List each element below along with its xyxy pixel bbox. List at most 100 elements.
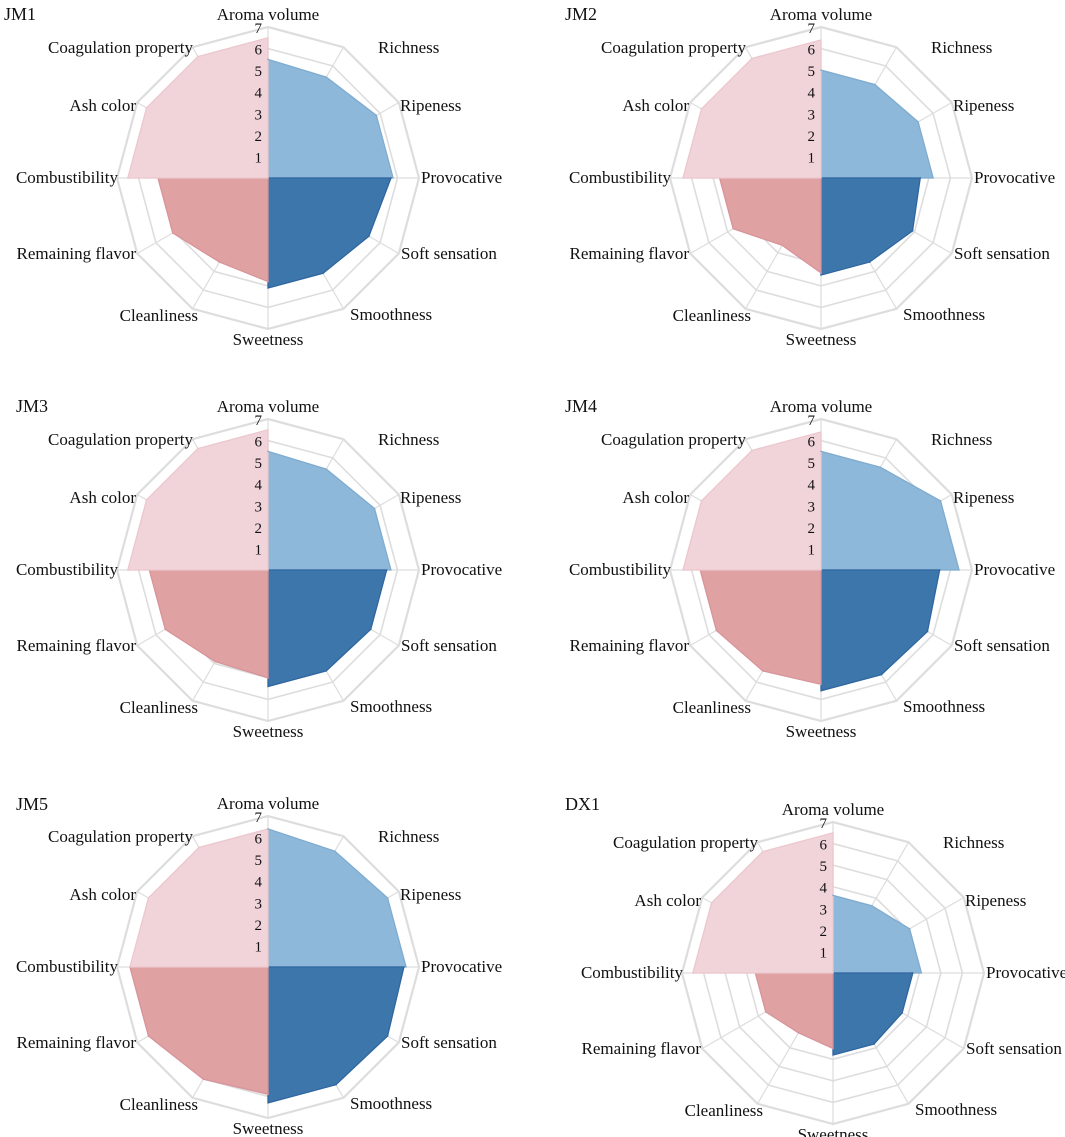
axis-label: Smoothness xyxy=(915,1100,997,1119)
data-point xyxy=(126,177,129,179)
scale-tick-label: 4 xyxy=(255,86,263,102)
data-point xyxy=(267,1093,269,1096)
series-area-aftertaste xyxy=(699,569,822,686)
scale-tick-label: 2 xyxy=(808,129,816,145)
data-point xyxy=(926,630,929,633)
axis-label: Richness xyxy=(931,38,992,57)
series-area-taste xyxy=(832,972,914,1056)
axis-label: Combustibility xyxy=(569,168,672,187)
axis-label: Ripeness xyxy=(400,885,461,904)
series-area-aftertaste xyxy=(148,569,269,679)
axis-label: Cleanliness xyxy=(673,698,751,717)
axis-label: Aroma volume xyxy=(217,397,319,416)
axis-label: Aroma volume xyxy=(217,794,319,813)
scale-tick-label: 5 xyxy=(820,859,828,875)
scale-tick-label: 6 xyxy=(820,838,828,854)
scale-tick-label: 6 xyxy=(255,832,263,848)
axis-label: Richness xyxy=(931,430,992,449)
axis-label: Soft sensation xyxy=(966,1039,1062,1058)
data-point xyxy=(871,904,873,907)
scale-tick-label: 7 xyxy=(255,21,263,37)
axis-label: Smoothness xyxy=(350,1094,432,1113)
axis-label: Richness xyxy=(378,430,439,449)
panel-title: JM3 xyxy=(16,396,48,416)
axis-label: Sweetness xyxy=(786,722,857,741)
axis-label: Ash color xyxy=(622,96,689,115)
scale-tick-label: 5 xyxy=(255,853,263,869)
axis-label: Provocative xyxy=(986,963,1065,982)
axis-label: Remaining flavor xyxy=(17,244,137,263)
scale-tick-label: 4 xyxy=(808,86,816,102)
scale-tick-label: 5 xyxy=(255,64,263,80)
axis-label: Smoothness xyxy=(903,697,985,716)
scale-tick-label: 3 xyxy=(808,499,816,515)
axis-label: Ash color xyxy=(69,885,136,904)
axis-label: Provocative xyxy=(974,168,1055,187)
axis-label: Coagulation property xyxy=(613,833,758,852)
scale-tick-label: 3 xyxy=(808,107,816,123)
axis-label: Cleanliness xyxy=(120,1095,198,1114)
series-area-physical xyxy=(129,828,269,968)
data-point xyxy=(164,628,167,631)
data-point xyxy=(832,1047,834,1050)
axis-label: Aroma volume xyxy=(770,5,872,24)
panel-title: JM1 xyxy=(4,4,36,24)
axis-label: Richness xyxy=(378,38,439,57)
panel-title: JM2 xyxy=(565,4,597,24)
scale-tick-label: 5 xyxy=(255,456,263,472)
data-point xyxy=(761,670,764,672)
data-point xyxy=(908,927,911,930)
axis-label: Remaining flavor xyxy=(570,636,690,655)
axis-label: Coagulation property xyxy=(48,827,193,846)
axis-label: Richness xyxy=(943,833,1004,852)
scale-tick-label: 5 xyxy=(808,64,816,80)
axis-label: Cleanliness xyxy=(685,1101,763,1120)
data-point xyxy=(832,894,834,897)
data-point xyxy=(145,499,148,501)
scale-tick-label: 6 xyxy=(255,435,263,451)
axis-label: Ripeness xyxy=(965,891,1026,910)
data-point xyxy=(334,850,336,852)
series-area-aroma xyxy=(820,450,960,571)
scale-tick-label: 6 xyxy=(808,43,816,59)
scale-tick-label: 2 xyxy=(808,521,816,537)
series-area-aroma xyxy=(820,69,935,179)
data-point xyxy=(147,897,150,899)
axis-label: Smoothness xyxy=(350,697,432,716)
data-point xyxy=(171,232,174,234)
data-point xyxy=(322,272,324,275)
data-point xyxy=(126,569,129,571)
data-point xyxy=(369,628,372,631)
axis-label: Richness xyxy=(378,827,439,846)
axis-label: Soft sensation xyxy=(954,636,1050,655)
scale-tick-label: 5 xyxy=(808,456,816,472)
axis-label: Ripeness xyxy=(400,488,461,507)
series-area-aftertaste xyxy=(718,177,822,275)
axis-label: Soft sensation xyxy=(401,636,497,655)
data-point xyxy=(874,83,876,86)
data-point xyxy=(764,1011,767,1013)
axis-label: Combustibility xyxy=(16,168,119,187)
data-point xyxy=(820,683,822,686)
axis-label: Aroma volume xyxy=(217,5,319,24)
data-point xyxy=(700,108,703,110)
data-point xyxy=(390,177,392,179)
axis-label: Provocative xyxy=(421,957,502,976)
data-point xyxy=(781,244,783,247)
axis-label: Soft sensation xyxy=(401,244,497,263)
series-area-aroma xyxy=(832,894,923,974)
data-point xyxy=(938,569,941,571)
data-point xyxy=(879,466,882,469)
axis-label: Sweetness xyxy=(233,722,304,741)
series-area-aroma xyxy=(267,828,407,968)
scale-tick-label: 3 xyxy=(820,902,828,918)
axis-label: Provocative xyxy=(421,168,502,187)
axis-label: Smoothness xyxy=(350,305,432,324)
axis-label: Coagulation property xyxy=(48,430,193,449)
axis-label: Ripeness xyxy=(400,96,461,115)
data-point xyxy=(873,1043,875,1045)
